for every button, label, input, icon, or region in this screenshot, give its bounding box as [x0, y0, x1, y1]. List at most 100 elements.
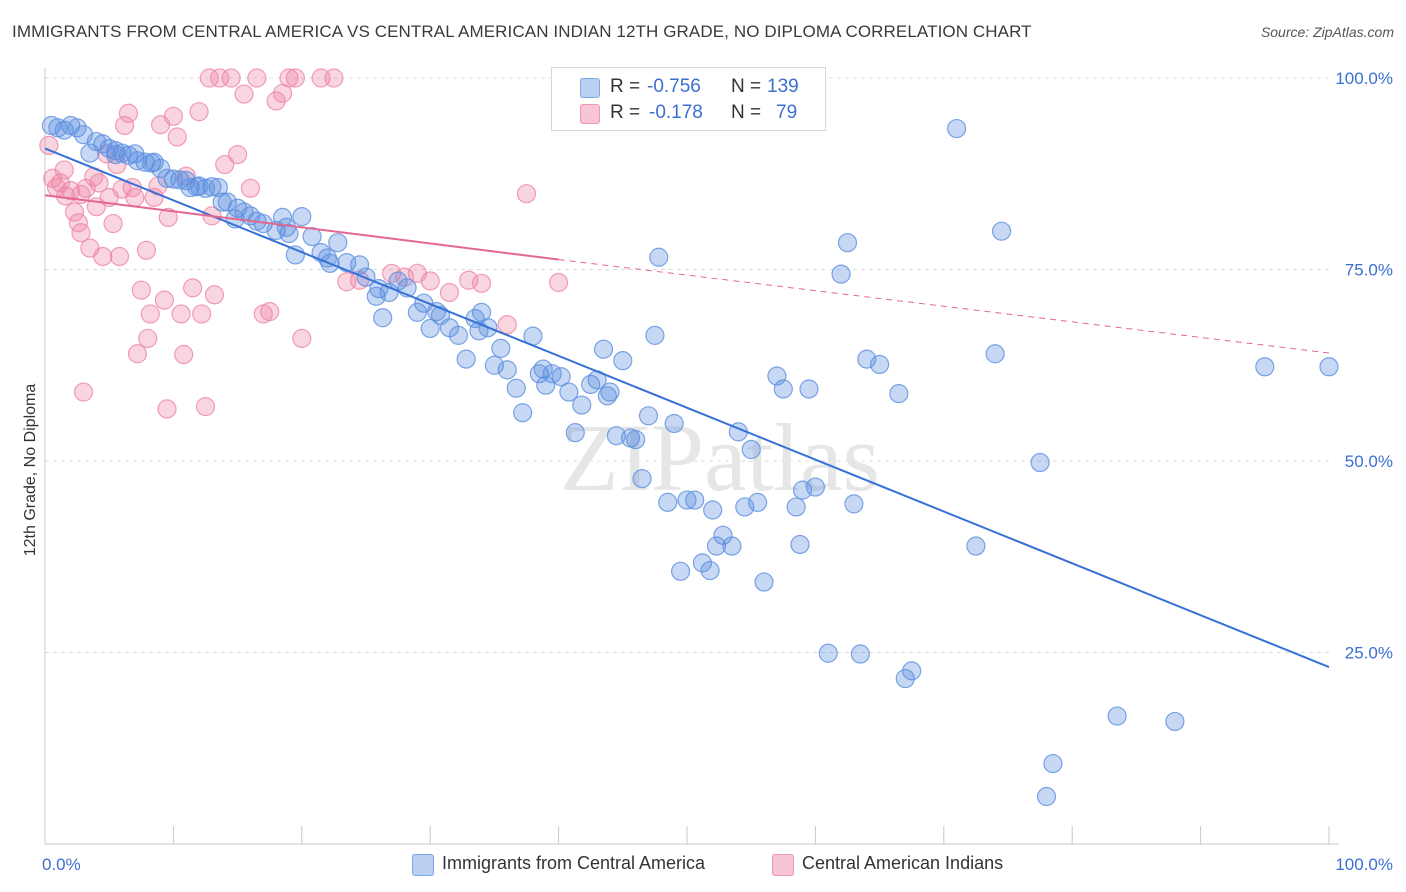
- data-point: [703, 500, 723, 520]
- data-point: [565, 423, 585, 443]
- data-point: [506, 378, 526, 398]
- data-point: [613, 351, 633, 371]
- legend-r-value: -0.178: [649, 102, 703, 123]
- data-point: [484, 355, 504, 375]
- data-point: [302, 226, 322, 247]
- data-point: [420, 271, 440, 291]
- data-point: [626, 429, 646, 450]
- data-point: [649, 247, 669, 267]
- data-point: [118, 103, 139, 123]
- data-point: [138, 328, 158, 349]
- data-point: [349, 255, 370, 275]
- data-point: [73, 382, 94, 402]
- data-point: [593, 339, 614, 359]
- data-point: [1036, 786, 1057, 807]
- source-label: Source: ZipAtlas.com: [1260, 24, 1394, 40]
- legend-swatch-pink: [580, 104, 600, 124]
- data-point: [448, 325, 469, 345]
- data-point: [1030, 452, 1050, 473]
- data-point: [228, 198, 248, 218]
- data-point: [536, 375, 556, 395]
- data-point: [947, 118, 967, 139]
- data-point: [837, 233, 858, 253]
- data-point: [221, 68, 241, 88]
- data-point: [106, 141, 126, 161]
- data-point: [39, 135, 59, 156]
- data-point: [382, 263, 402, 283]
- data-point: [234, 84, 254, 104]
- data-point: [497, 360, 517, 380]
- data-point: [61, 181, 81, 201]
- data-point: [328, 233, 348, 253]
- data-point: [516, 184, 537, 204]
- data-point: [144, 187, 164, 208]
- data-point: [89, 173, 109, 193]
- data-point: [551, 367, 571, 387]
- data-point: [895, 668, 915, 689]
- data-point: [966, 536, 986, 556]
- trend-line-pink: [44, 194, 559, 261]
- x-tick-label: 100.0%: [1335, 855, 1393, 874]
- bottom-legend-label: Immigrants from Central America: [442, 853, 706, 873]
- data-point: [1107, 706, 1127, 726]
- y-tick-label: 25.0%: [1345, 644, 1393, 663]
- data-point: [1043, 753, 1063, 774]
- data-point: [204, 285, 225, 305]
- data-point: [427, 302, 447, 322]
- data-point: [632, 469, 652, 489]
- data-point: [292, 207, 312, 227]
- data-point: [217, 192, 237, 212]
- data-point: [174, 344, 194, 365]
- data-point: [857, 349, 877, 369]
- trend-lines: [44, 147, 1330, 668]
- data-point: [456, 349, 476, 369]
- bottom-legend-swatch-blue: [412, 854, 434, 876]
- data-point: [195, 397, 216, 417]
- data-point: [54, 160, 74, 180]
- data-point: [64, 202, 85, 222]
- y-tick-label: 50.0%: [1345, 452, 1393, 471]
- legend-n-value: 79: [776, 102, 798, 123]
- data-point: [324, 68, 344, 88]
- bottom-legend-label: Central American Indians: [802, 853, 1004, 873]
- y-tick-label: 100.0%: [1335, 69, 1393, 88]
- data-point: [1255, 357, 1275, 377]
- data-point: [792, 480, 813, 500]
- data-point: [420, 318, 440, 339]
- data-point: [513, 403, 533, 423]
- data-point: [366, 286, 386, 306]
- tick-labels: 100.0% 75.0% 50.0% 25.0% 0.0% 100.0%: [42, 69, 1393, 874]
- data-point: [497, 315, 517, 335]
- axes: [44, 68, 1339, 845]
- data-point: [844, 494, 864, 514]
- data-point: [658, 492, 678, 512]
- legend-n-value: 139: [767, 76, 799, 97]
- x-tick-label: 0.0%: [42, 855, 81, 874]
- data-point: [869, 354, 890, 375]
- data-point: [186, 177, 207, 197]
- data-point: [741, 439, 761, 460]
- data-point: [76, 178, 96, 198]
- data-point: [606, 426, 626, 446]
- data-point: [491, 338, 511, 358]
- data-point: [163, 106, 183, 126]
- data-point: [722, 536, 742, 556]
- data-point: [559, 382, 579, 402]
- series-immigrants-central-america: [41, 115, 1339, 807]
- data-point: [93, 246, 113, 267]
- legend-n-label: N =: [731, 102, 762, 123]
- legend-r-label: R =: [610, 102, 641, 123]
- data-point: [533, 359, 553, 379]
- data-point: [247, 68, 267, 88]
- data-point: [373, 308, 393, 328]
- data-point: [131, 280, 151, 300]
- data-point: [292, 328, 312, 349]
- data-point: [240, 178, 261, 198]
- data-point: [158, 207, 178, 228]
- data-point: [71, 223, 91, 243]
- data-point: [597, 386, 617, 406]
- data-point: [228, 145, 248, 165]
- data-point: [850, 644, 870, 664]
- data-point: [183, 278, 203, 298]
